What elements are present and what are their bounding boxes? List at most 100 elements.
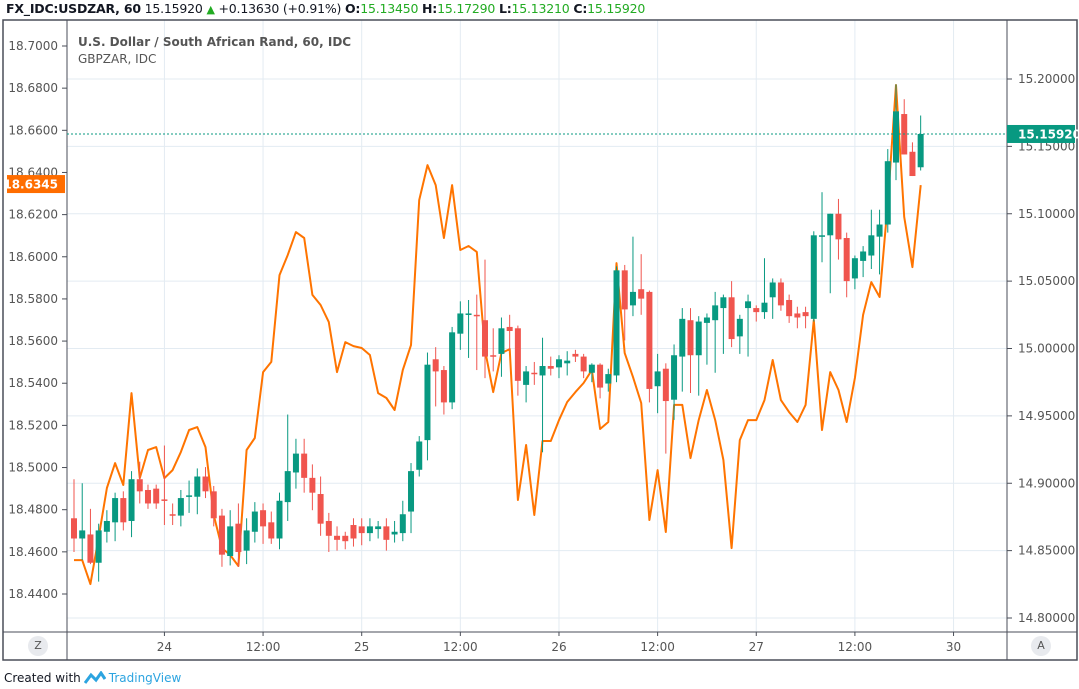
candle-body — [720, 297, 727, 309]
right-axis-tick-label: 14.95000 — [1018, 409, 1075, 423]
candle-up — [654, 353, 661, 414]
candle-body — [810, 235, 817, 319]
candle-body — [835, 213, 842, 240]
candle-body — [695, 321, 702, 356]
candle-body — [276, 500, 283, 539]
candle-down — [490, 328, 497, 372]
candle-body — [194, 476, 201, 497]
candle-body — [802, 312, 809, 317]
chart-frame — [2, 19, 1078, 661]
candle-up — [671, 344, 678, 420]
candle-up — [112, 492, 119, 542]
close-label: C: — [573, 1, 588, 16]
left-axis-tick-label: 18.7000 — [8, 39, 58, 53]
candle-up — [827, 213, 834, 294]
candle-up — [79, 483, 86, 561]
candle-body — [728, 297, 735, 340]
candle-body — [383, 526, 390, 540]
candle-down — [901, 99, 908, 155]
candle-body — [399, 514, 406, 534]
candle-up — [276, 492, 283, 550]
candle-body — [547, 366, 554, 369]
right-axis-tick-label: 15.05000 — [1018, 274, 1075, 288]
candle-body — [843, 238, 850, 282]
candle-up — [465, 299, 472, 358]
candle-body — [391, 531, 398, 535]
candle-down — [210, 485, 217, 527]
candle-down — [342, 531, 349, 550]
tradingview-link[interactable]: TradingView — [108, 671, 182, 685]
candle-body — [309, 477, 316, 493]
candle-down — [621, 264, 628, 341]
candle-up — [860, 246, 867, 278]
candle-down — [120, 491, 127, 531]
candle-body — [917, 133, 924, 168]
candle-up — [539, 337, 546, 453]
legend-compare-symbol[interactable]: GBPZAR, IDC — [78, 52, 157, 66]
candle-down — [334, 526, 341, 551]
candle-up — [588, 363, 595, 383]
candle-down — [728, 281, 735, 348]
left-axis-tick-label: 18.6600 — [8, 123, 58, 137]
timezone-button[interactable]: Z — [28, 636, 48, 656]
candle-body — [736, 318, 743, 337]
left-axis-tick-label: 18.4800 — [8, 503, 58, 517]
candle-body — [284, 471, 291, 503]
candle-body — [605, 374, 612, 384]
candle-up — [868, 209, 875, 269]
auto-scale-button[interactable]: A — [1031, 636, 1051, 656]
current-price-badge — [1007, 124, 1075, 143]
time-axis-tick-label: 12:00 — [640, 640, 675, 654]
candle-body — [703, 317, 710, 323]
candle-down — [144, 484, 151, 509]
candle-body — [161, 499, 168, 501]
left-axis-tick-label: 18.6200 — [8, 208, 58, 222]
candle-body — [342, 535, 349, 542]
candle-body — [350, 525, 357, 539]
left-axis-tick-label: 18.6800 — [8, 81, 58, 95]
time-axis-tick-label: 12:00 — [443, 640, 478, 654]
symbol-name: FX_IDC:USDZAR, 60 — [6, 1, 141, 16]
candle-down — [473, 294, 480, 371]
candle-body — [243, 530, 250, 551]
right-axis-tick-label: 14.90000 — [1018, 476, 1075, 490]
candle-down — [835, 198, 842, 260]
candle-up — [679, 308, 686, 392]
candle-body — [514, 328, 521, 381]
candle-up — [375, 520, 382, 539]
candle-body — [112, 498, 119, 523]
candle-body — [457, 313, 464, 334]
candle-body — [597, 364, 604, 388]
candle-body — [432, 359, 439, 372]
left-axis-tick-label: 18.6000 — [8, 250, 58, 264]
candle-up — [720, 294, 727, 354]
candle-body — [87, 534, 94, 563]
candle-body — [260, 510, 267, 527]
candle-body — [79, 530, 86, 539]
candle-down — [358, 518, 365, 546]
candle-body — [128, 479, 135, 521]
candle-down — [153, 484, 160, 509]
candle-body — [671, 355, 678, 400]
high-label: H: — [422, 1, 438, 16]
candle-body — [218, 515, 225, 555]
candle-body — [753, 308, 760, 313]
candle-down — [218, 508, 225, 567]
candle-up — [810, 231, 817, 322]
candle-up — [391, 520, 398, 543]
candle-down — [572, 349, 579, 362]
candle-up — [366, 518, 373, 542]
right-axis-tick-label: 14.85000 — [1018, 544, 1075, 558]
candle-body — [177, 498, 184, 516]
compare-price-badge-label: 18.6345 — [3, 178, 58, 192]
candle-body — [564, 360, 571, 364]
candle-body — [851, 258, 858, 279]
candle-down — [235, 503, 242, 567]
candle-up — [284, 414, 291, 521]
candle-up — [128, 471, 135, 538]
tradingview-logo-icon — [83, 671, 106, 684]
candle-down — [169, 503, 176, 526]
candle-up — [605, 368, 612, 392]
candle-body — [325, 520, 332, 536]
